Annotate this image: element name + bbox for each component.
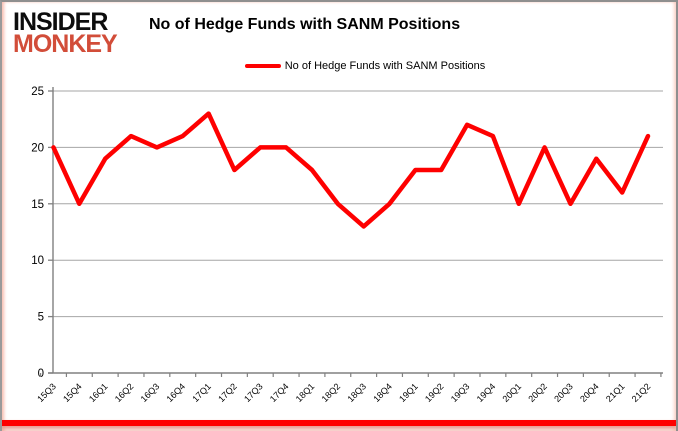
x-tick-label: 17Q2: [216, 381, 239, 404]
x-tick-label: 18Q4: [371, 381, 394, 404]
insider-monkey-logo: INSIDER MONKEY: [13, 8, 118, 58]
x-tick-label: 20Q3: [552, 381, 575, 404]
x-tick-label: 20Q1: [501, 381, 524, 404]
y-tick-label: 5: [38, 312, 44, 324]
x-tick-label: 15Q3: [35, 381, 58, 404]
bottom-red-bar: [2, 420, 676, 426]
x-tick-label: 19Q2: [423, 381, 446, 404]
line-chart: 051015202515Q315Q416Q116Q216Q316Q417Q117…: [4, 80, 674, 420]
x-tick-label: 18Q2: [320, 381, 343, 404]
x-tick-label: 16Q2: [113, 381, 136, 404]
data-line-sanm: [51, 111, 651, 229]
legend-line-swatch: [244, 64, 281, 68]
logo-line-monkey: MONKEY: [13, 30, 118, 58]
x-tick-label: 16Q4: [165, 381, 188, 404]
x-tick-label: 17Q4: [268, 381, 291, 404]
x-tick-label: 20Q2: [526, 381, 549, 404]
x-tick-label: 17Q1: [190, 381, 213, 404]
y-tick-label: 25: [31, 86, 44, 98]
x-tick-label: 18Q3: [345, 381, 368, 404]
x-tick-label: 16Q1: [87, 381, 110, 404]
logo-line-insider: INSIDER: [13, 8, 108, 36]
x-tick-label: 20Q4: [578, 381, 601, 404]
x-tick-label: 18Q1: [294, 381, 317, 404]
legend: No of Hedge Funds with SANM Positions: [28, 60, 676, 72]
x-tick-label: 21Q1: [604, 381, 627, 404]
y-tick-label: 15: [31, 199, 44, 211]
x-tick-label: 19Q4: [475, 381, 498, 404]
page-title: No of Hedge Funds with SANM Positions: [149, 16, 461, 33]
x-tick-label: 19Q3: [449, 381, 472, 404]
x-tick-label: 17Q3: [242, 381, 265, 404]
y-tick-label: 20: [31, 142, 44, 154]
chart-svg: 051015202515Q315Q416Q116Q216Q316Q417Q117…: [31, 86, 663, 404]
x-tick-label: 16Q3: [139, 381, 162, 404]
legend-label: No of Hedge Funds with SANM Positions: [284, 60, 486, 72]
x-tick-label: 19Q1: [397, 381, 420, 404]
y-tick-label: 10: [31, 255, 44, 267]
x-tick-label: 15Q4: [61, 381, 84, 404]
x-tick-label: 21Q2: [630, 381, 653, 404]
